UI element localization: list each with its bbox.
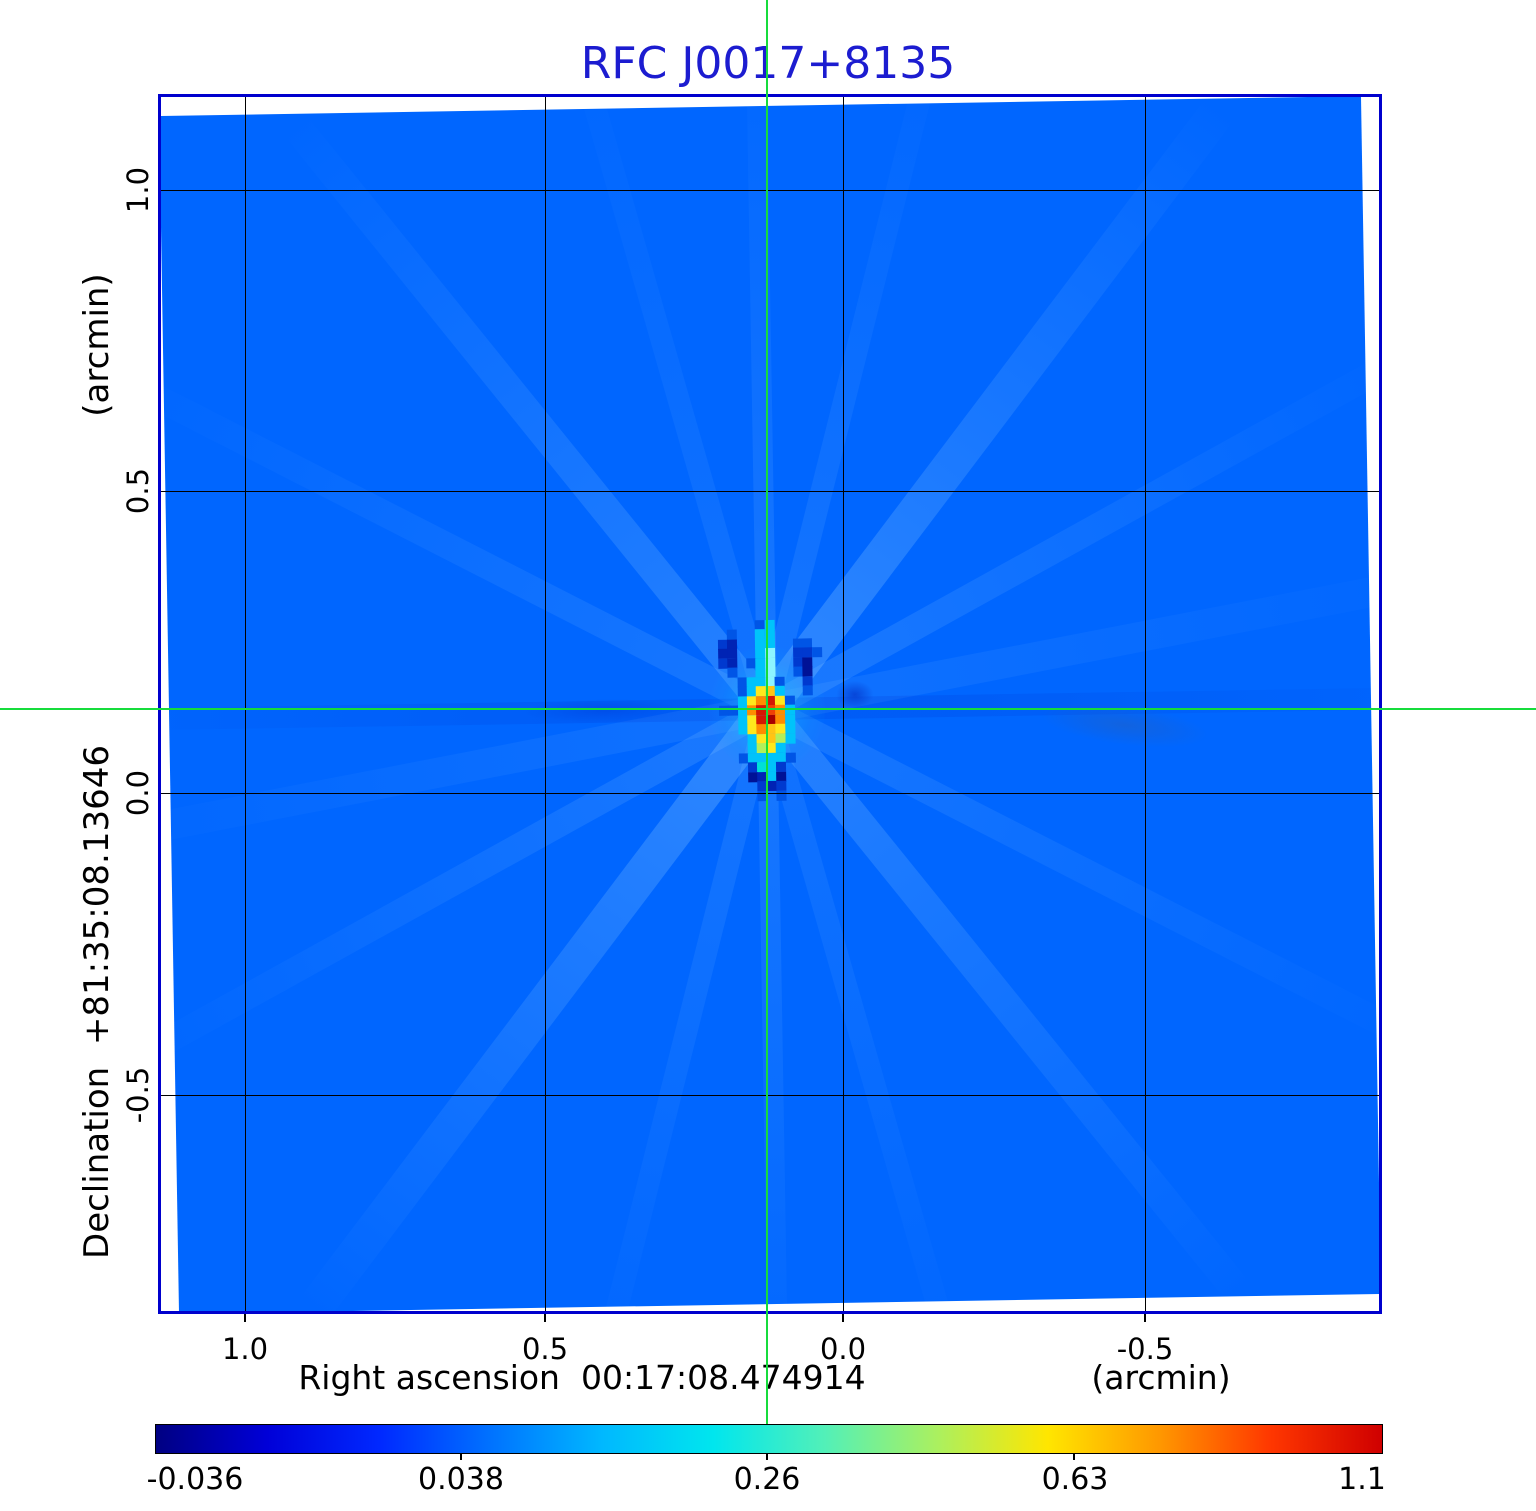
x-tick-mark [544, 1314, 546, 1322]
gridline-horizontal [161, 1095, 1379, 1096]
plot-area [161, 97, 1379, 1311]
colorbar-tick-label: 1.1 [1338, 1462, 1386, 1497]
x-tick-mark [244, 1314, 246, 1322]
colorbar-tick-mark [460, 1453, 462, 1460]
source-pixel [776, 790, 787, 801]
x-axis-unit: (arcmin) [1091, 1358, 1231, 1397]
gridline-vertical [1145, 97, 1146, 1311]
gridline-horizontal [161, 491, 1379, 492]
y-axis-label: Declination +81:35:08.13646 [77, 745, 117, 1259]
x-tick-label: 0.5 [521, 1332, 569, 1366]
gridline-horizontal [161, 190, 1379, 191]
x-tick-mark [842, 1314, 844, 1322]
gridline-vertical [843, 97, 844, 1311]
crosshair-horizontal [0, 708, 1536, 710]
x-tick-label: 1.0 [221, 1332, 269, 1366]
colorbar-gradient [156, 1425, 1382, 1453]
colorbar-tick-label: 0.26 [733, 1462, 801, 1497]
colorbar-tick-label: -0.036 [146, 1462, 244, 1497]
x-tick-label: 0.0 [819, 1332, 867, 1366]
gridline-vertical [245, 97, 246, 1311]
y-tick-label: -0.5 [121, 1066, 155, 1124]
gridline-vertical [545, 97, 546, 1311]
colorbar-tick-label: 0.63 [1041, 1462, 1109, 1497]
y-tick-label: 0.5 [121, 467, 155, 515]
y-tick-label: 0.0 [121, 769, 155, 817]
figure-title: RFC J0017+8135 [580, 38, 956, 89]
sky-image-raster [161, 97, 1379, 1311]
source-pixel [785, 733, 796, 744]
plot-frame [158, 94, 1382, 1314]
x-tick-mark [1144, 1314, 1146, 1322]
colorbar-tick-mark [1073, 1453, 1075, 1460]
x-tick-label: -0.5 [1116, 1332, 1174, 1366]
y-axis-unit: (arcmin) [77, 273, 117, 417]
y-tick-label: 1.0 [121, 166, 155, 214]
colorbar-tick-mark [766, 1453, 768, 1460]
source-pixel [785, 752, 796, 763]
crosshair-vertical [766, 0, 768, 1424]
source-pixel [811, 647, 823, 658]
colorbar [155, 1424, 1383, 1454]
gridline-horizontal [161, 793, 1379, 794]
x-axis-label: Right ascension 00:17:08.474914 [298, 1358, 866, 1397]
source-pixel [803, 685, 814, 696]
colorbar-tick-label: 0.038 [418, 1462, 504, 1497]
